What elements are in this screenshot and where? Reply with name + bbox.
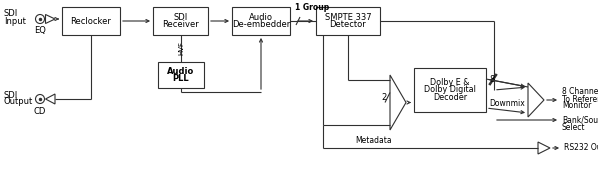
Text: Input: Input bbox=[4, 16, 26, 25]
Text: PLL: PLL bbox=[173, 74, 190, 83]
Text: RS232 Output: RS232 Output bbox=[564, 144, 598, 153]
Text: Metadata: Metadata bbox=[355, 136, 392, 145]
Bar bbox=[153, 7, 208, 35]
Text: 1 Group: 1 Group bbox=[295, 4, 329, 13]
Text: To Reference: To Reference bbox=[562, 95, 598, 104]
Circle shape bbox=[35, 15, 44, 24]
Text: Dolby E &: Dolby E & bbox=[430, 78, 470, 87]
Text: SDI: SDI bbox=[4, 90, 19, 99]
Text: Bank/Source: Bank/Source bbox=[562, 116, 598, 124]
Text: 8 Channels: 8 Channels bbox=[562, 87, 598, 96]
Bar bbox=[414, 68, 486, 112]
Bar bbox=[158, 62, 204, 88]
Text: 8: 8 bbox=[489, 76, 495, 84]
Text: SDI: SDI bbox=[4, 10, 19, 19]
Text: SMPTE 337: SMPTE 337 bbox=[325, 13, 371, 22]
Text: CD: CD bbox=[34, 107, 46, 116]
Text: Audio: Audio bbox=[249, 13, 273, 22]
Bar bbox=[62, 7, 120, 35]
Text: Audio: Audio bbox=[167, 67, 194, 76]
Text: Output: Output bbox=[4, 98, 33, 107]
Text: Reclocker: Reclocker bbox=[71, 16, 111, 25]
Text: Downmix: Downmix bbox=[489, 98, 525, 107]
Text: 2: 2 bbox=[382, 93, 387, 102]
Circle shape bbox=[35, 95, 44, 104]
Text: De-embedder: De-embedder bbox=[232, 20, 290, 29]
Bar bbox=[232, 7, 290, 35]
Text: Detector: Detector bbox=[329, 20, 367, 29]
Text: EQ: EQ bbox=[34, 25, 46, 35]
Text: Select: Select bbox=[562, 124, 585, 133]
Text: Dolby Digital: Dolby Digital bbox=[424, 85, 476, 95]
Bar bbox=[316, 7, 380, 35]
Text: SDI: SDI bbox=[173, 13, 188, 22]
Text: HVF: HVF bbox=[178, 41, 184, 55]
Text: Monitor: Monitor bbox=[562, 101, 591, 110]
Text: Decoder: Decoder bbox=[433, 93, 467, 102]
Text: Receiver: Receiver bbox=[162, 20, 199, 29]
